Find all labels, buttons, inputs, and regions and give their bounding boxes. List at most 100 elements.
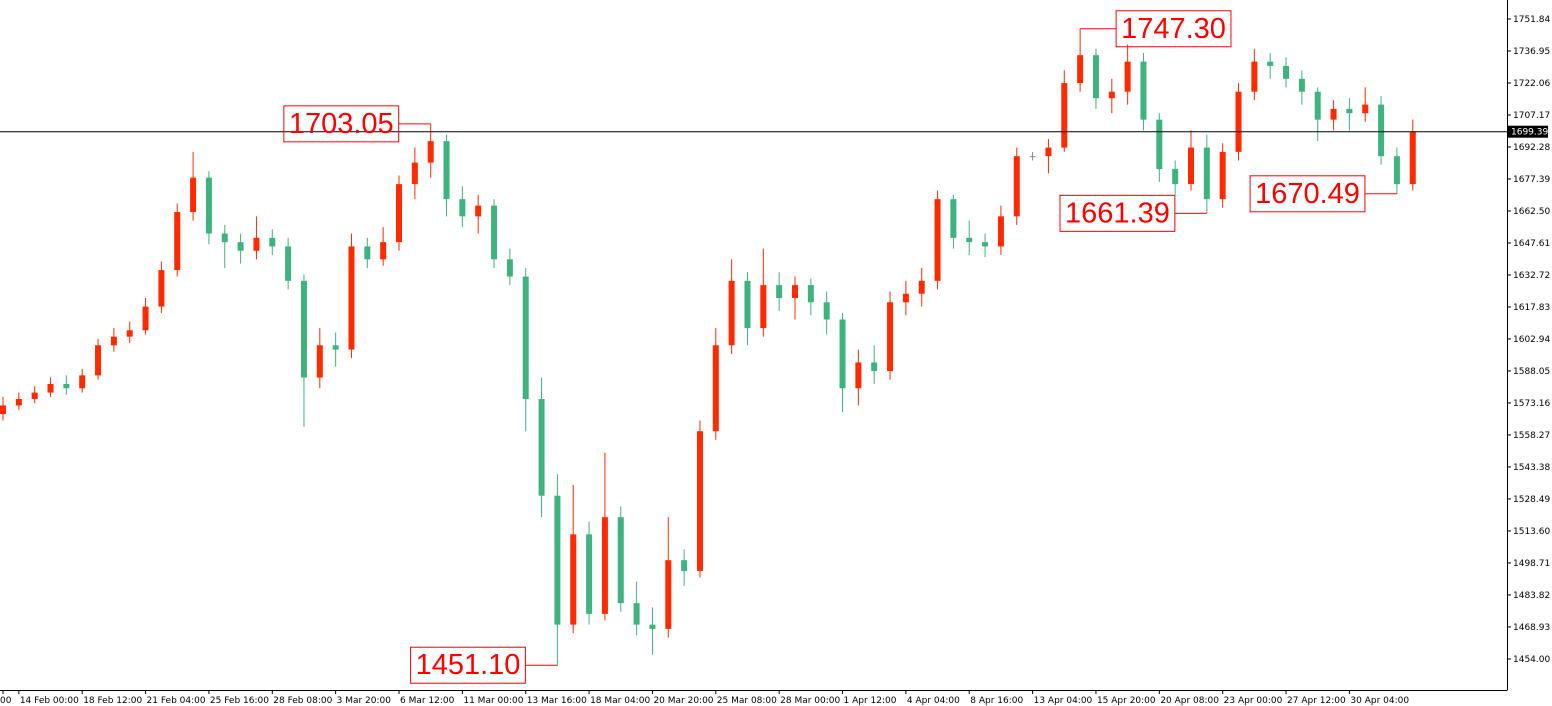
candle-body (776, 285, 783, 299)
candle-body (997, 216, 1004, 247)
candle-body (300, 280, 307, 378)
y-tick-label: 1573.16 (1513, 399, 1550, 409)
candle-body (1219, 151, 1226, 200)
x-tick-label: 18 Mar 04:00 (590, 696, 650, 706)
candle-body (253, 237, 260, 251)
y-tick-label: 1498.71 (1513, 559, 1550, 569)
candle-body (459, 199, 466, 217)
candle-body (237, 242, 244, 251)
candle-body (823, 302, 830, 320)
y-tick-label: 1454.00 (1513, 655, 1550, 665)
x-tick-label: 3 Mar 20:00 (337, 696, 392, 706)
candle-body (190, 177, 197, 213)
candle-body (934, 199, 941, 281)
annotation-label: 1747.30 (1121, 13, 1226, 45)
candle-body (1378, 104, 1385, 157)
candle-body (380, 242, 387, 260)
candle-body (79, 375, 86, 389)
candle-body (316, 345, 323, 378)
candle-body (982, 242, 989, 247)
candle-body (396, 184, 402, 243)
candle-body (665, 560, 672, 629)
candle-body (475, 205, 482, 217)
x-tick-label: 4 Apr 04:00 (907, 696, 960, 706)
candle-body (1108, 91, 1115, 99)
x-tick-label: 21 Feb 04:00 (147, 696, 206, 706)
annotation-label: 1703.05 (289, 108, 394, 140)
y-tick-label: 1513.60 (1513, 527, 1550, 537)
candle-body (63, 383, 70, 389)
candle-body (744, 280, 751, 329)
x-tick-label: 23 Apr 00:00 (1224, 696, 1283, 706)
x-tick-label: 14 Feb 00:00 (20, 696, 79, 706)
candle-body (1362, 104, 1369, 114)
y-tick-label: 1468.93 (1513, 623, 1550, 633)
candle-body (966, 237, 973, 243)
candle-body (950, 199, 957, 238)
candle-body (712, 345, 719, 432)
y-tick-label: 1662.50 (1513, 207, 1550, 217)
y-tick-label: 1707.17 (1513, 111, 1550, 121)
candle-body (0, 405, 6, 415)
candle-body (1061, 83, 1068, 148)
candle-body (411, 162, 418, 185)
annotation: 1747.30 (1080, 10, 1232, 48)
candle-body (633, 603, 640, 625)
candle-body (1188, 147, 1194, 185)
candle-body (142, 306, 149, 331)
candle-body (1124, 61, 1131, 92)
candle-body (95, 345, 102, 376)
y-tick-label: 1558.27 (1513, 431, 1550, 441)
annotation-label: 1451.10 (416, 649, 521, 681)
candle-body (174, 212, 181, 271)
candle-body (126, 330, 133, 337)
annotation: 1703.05 (283, 105, 431, 143)
candle-body (1172, 169, 1179, 185)
candle-body (269, 237, 276, 247)
candle-body (1092, 55, 1099, 99)
candle-body (221, 233, 228, 243)
x-tick-label: 25 Feb 16:00 (210, 696, 269, 706)
x-tick-label: 6 Mar 12:00 (400, 696, 455, 706)
x-tick-label: 8 Apr 16:00 (970, 696, 1023, 706)
y-tick-label: 1528.49 (1513, 495, 1550, 505)
candle-body (285, 246, 292, 281)
candle-body (427, 141, 434, 163)
candle-body (1346, 108, 1353, 114)
candle-body (1045, 147, 1052, 157)
y-tick-label: 1632.72 (1513, 271, 1550, 281)
candle-body (491, 205, 498, 260)
candle-body (871, 362, 878, 372)
candle-body (538, 399, 545, 496)
candle-body (902, 293, 909, 303)
x-tick-label: 00 (0, 696, 12, 706)
candle-body (887, 302, 894, 372)
y-tick-label: 1617.83 (1513, 303, 1550, 313)
annotation: 1451.10 (410, 646, 558, 684)
x-tick-label: 28 Feb 08:00 (273, 696, 332, 706)
x-tick-label: 13 Apr 04:00 (1034, 696, 1093, 706)
x-tick-label: 27 Apr 12:00 (1287, 696, 1346, 706)
x-tick-label: 25 Mar 08:00 (717, 696, 777, 706)
candle-body (110, 336, 117, 346)
candle-body (158, 270, 165, 307)
annotation: 1661.39 (1059, 194, 1207, 232)
y-tick-label: 1677.39 (1513, 175, 1550, 185)
candle-body (1298, 78, 1305, 92)
candle-body (506, 259, 513, 277)
candle-body (760, 285, 767, 329)
candle-body (728, 280, 735, 346)
x-tick-label: 30 Apr 04:00 (1350, 696, 1409, 706)
candle-body (554, 495, 561, 625)
y-tick-label: 1736.95 (1513, 47, 1550, 57)
last-price-label: 1699.39 (1511, 128, 1548, 138)
last-price-box (1508, 125, 1548, 138)
candle-body (1013, 156, 1020, 217)
y-tick-label: 1602.94 (1513, 335, 1550, 345)
candle-body (1156, 119, 1163, 170)
candle-body (205, 177, 212, 234)
x-tick-label: 28 Mar 00:00 (780, 696, 840, 706)
candle-body (1029, 156, 1036, 158)
candle-body (364, 246, 371, 260)
